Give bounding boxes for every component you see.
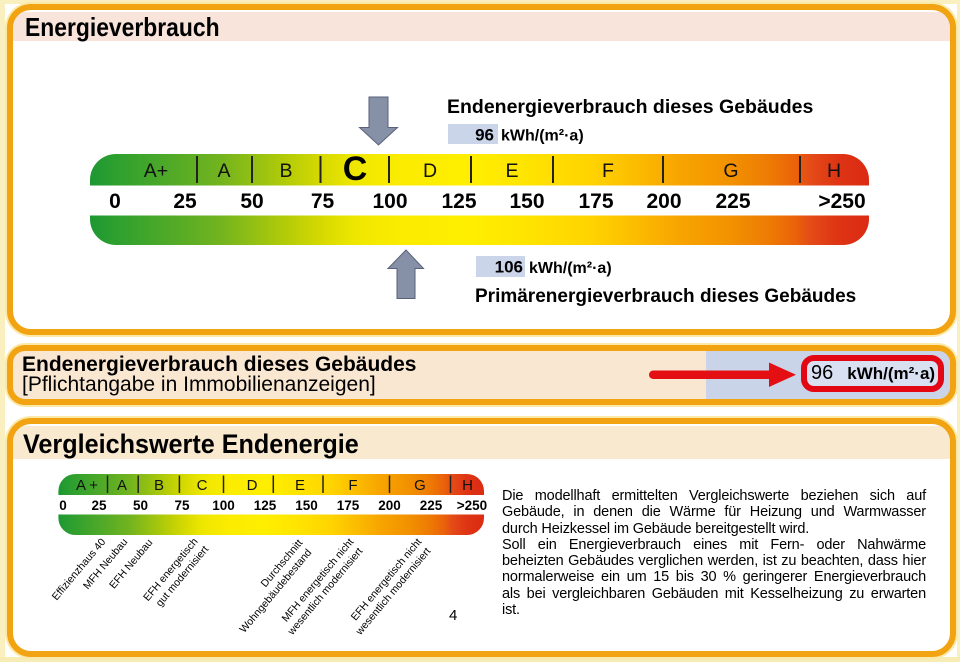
svg-text:wesentlich modernisiert: wesentlich modernisiert — [353, 545, 433, 638]
svg-text:kWh/(m²·a): kWh/(m²·a) — [529, 260, 612, 277]
svg-text:G: G — [414, 477, 426, 494]
svg-text:125: 125 — [441, 190, 476, 213]
svg-text:225: 225 — [715, 190, 750, 213]
svg-text:0: 0 — [109, 190, 121, 213]
svg-text:225: 225 — [420, 498, 443, 513]
svg-text:Primärenergieverbrauch dieses: Primärenergieverbrauch dieses Gebäudes — [475, 286, 856, 307]
svg-text:A+: A+ — [144, 160, 168, 182]
svg-text:75: 75 — [311, 190, 335, 213]
svg-text:>250: >250 — [457, 498, 487, 513]
svg-text:F: F — [602, 160, 614, 182]
svg-text:D: D — [247, 477, 258, 494]
svg-text:4: 4 — [449, 607, 457, 624]
svg-text:A: A — [117, 477, 127, 494]
svg-text:B: B — [154, 477, 164, 494]
svg-text:125: 125 — [254, 498, 277, 513]
svg-text:D: D — [423, 160, 437, 182]
svg-text:200: 200 — [378, 498, 401, 513]
svg-text:106: 106 — [495, 258, 523, 277]
svg-text:G: G — [723, 160, 738, 182]
svg-text:96: 96 — [475, 126, 494, 145]
svg-text:100: 100 — [212, 498, 235, 513]
svg-text:H: H — [827, 160, 841, 182]
svg-text:0: 0 — [59, 498, 67, 513]
svg-text:75: 75 — [174, 498, 190, 513]
svg-text:50: 50 — [240, 190, 263, 213]
svg-text:C: C — [343, 150, 368, 188]
svg-text:A +: A + — [76, 477, 98, 494]
svg-text:150: 150 — [295, 498, 318, 513]
svg-text:>250: >250 — [818, 190, 865, 213]
svg-text:200: 200 — [646, 190, 681, 213]
svg-text:Endenergieverbrauch dieses Geb: Endenergieverbrauch dieses Gebäudes — [447, 96, 813, 118]
svg-text:E: E — [505, 160, 518, 182]
svg-text:E: E — [295, 477, 305, 494]
svg-text:175: 175 — [337, 498, 360, 513]
svg-text:H: H — [462, 477, 473, 494]
svg-text:175: 175 — [578, 190, 613, 213]
svg-text:25: 25 — [91, 498, 107, 513]
svg-text:B: B — [279, 160, 292, 182]
svg-text:50: 50 — [133, 498, 148, 513]
svg-text:F: F — [348, 477, 357, 494]
svg-text:kWh/(m²·a): kWh/(m²·a) — [501, 128, 584, 145]
svg-text:C: C — [197, 477, 208, 494]
svg-text:100: 100 — [372, 190, 407, 213]
svg-text:A: A — [217, 160, 230, 182]
svg-text:25: 25 — [173, 190, 197, 213]
svg-text:150: 150 — [509, 190, 544, 213]
